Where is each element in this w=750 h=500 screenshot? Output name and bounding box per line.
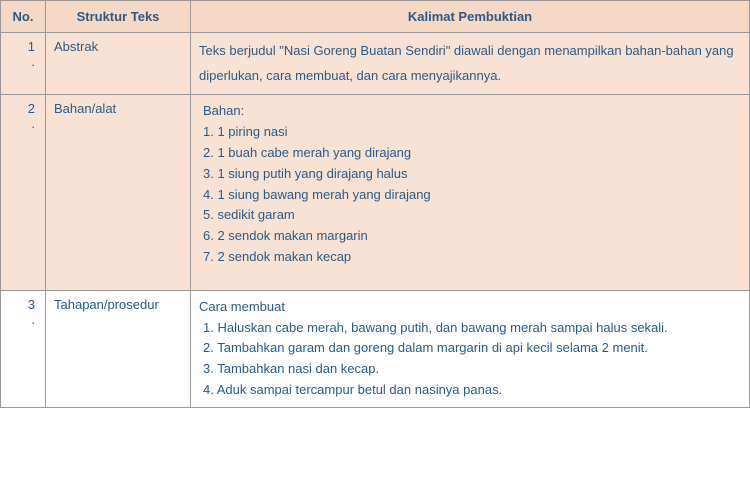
structure-table: No. Struktur Teks Kalimat Pembuktian 1 .… [0, 0, 750, 408]
cell-struktur: Tahapan/prosedur [46, 290, 191, 407]
cell-struktur: Abstrak [46, 33, 191, 95]
header-struktur: Struktur Teks [46, 1, 191, 33]
cell-struktur: Bahan/alat [46, 95, 191, 290]
table-header-row: No. Struktur Teks Kalimat Pembuktian [1, 1, 750, 33]
cell-no: 2 . [1, 95, 46, 290]
row-dot: . [9, 312, 35, 327]
list-item: 1. 1 piring nasi [199, 122, 741, 143]
cell-kalimat: Teks berjudul "Nasi Goreng Buatan Sendir… [191, 33, 750, 95]
list-item: 4. 1 siung bawang merah yang dirajang [199, 185, 741, 206]
row-number: 1 [9, 39, 35, 54]
list-item: 5. sedikit garam [199, 205, 741, 226]
list-item: 3. 1 siung putih yang dirajang halus [199, 164, 741, 185]
list-title: Cara membuat [199, 297, 741, 318]
table-row: 2 . Bahan/alat Bahan: 1. 1 piring nasi 2… [1, 95, 750, 290]
cell-no: 1 . [1, 33, 46, 95]
table-row: 3 . Tahapan/prosedur Cara membuat 1. Hal… [1, 290, 750, 407]
list-item: 2. Tambahkan garam dan goreng dalam marg… [199, 338, 741, 359]
row-dot: . [9, 116, 35, 131]
cell-kalimat: Cara membuat 1. Haluskan cabe merah, baw… [191, 290, 750, 407]
list-item: 1. Haluskan cabe merah, bawang putih, da… [199, 318, 741, 339]
header-no: No. [1, 1, 46, 33]
row-dot: . [9, 54, 35, 69]
list-item: 6. 2 sendok makan margarin [199, 226, 741, 247]
header-kalimat: Kalimat Pembuktian [191, 1, 750, 33]
cell-kalimat: Bahan: 1. 1 piring nasi 2. 1 buah cabe m… [191, 95, 750, 290]
list-title: Bahan: [199, 101, 741, 122]
list-item: 4. Aduk sampai tercampur betul dan nasin… [199, 380, 741, 401]
row-number: 3 [9, 297, 35, 312]
list-item: 2. 1 buah cabe merah yang dirajang [199, 143, 741, 164]
table-row: 1 . Abstrak Teks berjudul "Nasi Goreng B… [1, 33, 750, 95]
cell-no: 3 . [1, 290, 46, 407]
list-item: 7. 2 sendok makan kecap [199, 247, 741, 268]
row-number: 2 [9, 101, 35, 116]
list-item: 3. Tambahkan nasi dan kecap. [199, 359, 741, 380]
